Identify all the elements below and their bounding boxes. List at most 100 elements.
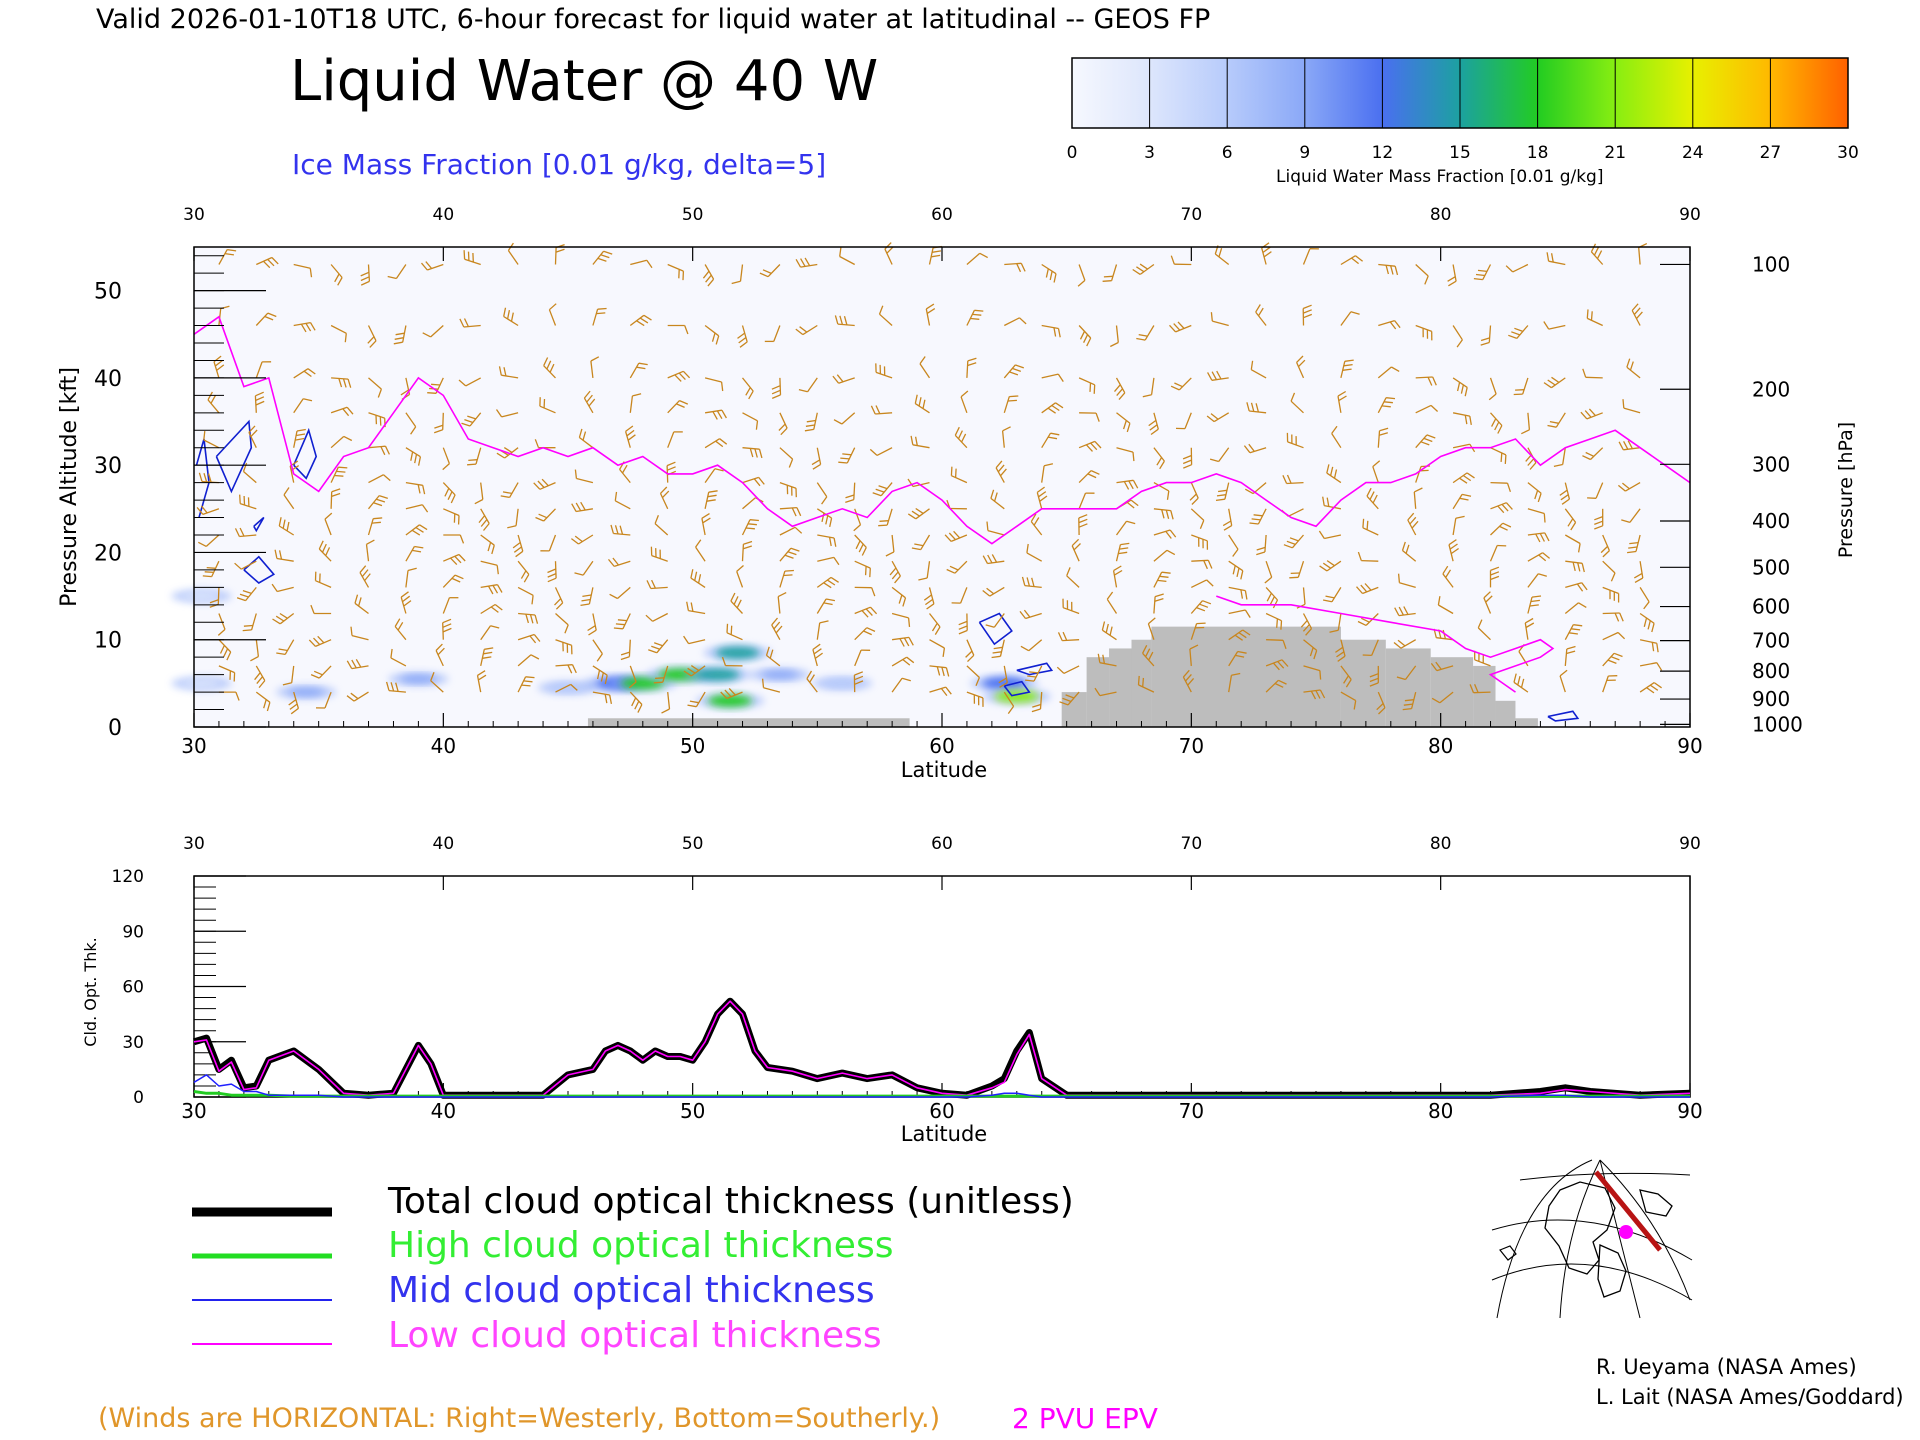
wind-barb bbox=[667, 370, 691, 382]
liquid-water-cell bbox=[288, 688, 325, 697]
wind-barb-feather bbox=[364, 573, 371, 582]
liquid-water-cell bbox=[183, 592, 220, 601]
wind-barb bbox=[1322, 496, 1342, 510]
wind-barb-feather bbox=[580, 501, 586, 511]
wind-barb bbox=[1153, 508, 1174, 520]
wind-barb bbox=[405, 447, 422, 466]
wind-barb-staff bbox=[1452, 325, 1463, 341]
wind-barb-feather bbox=[758, 476, 765, 485]
wind-barb bbox=[695, 539, 706, 562]
wind-barb-feather bbox=[1405, 544, 1410, 554]
wind-barb bbox=[271, 583, 294, 593]
wind-barb-feather bbox=[206, 566, 216, 569]
pressure-tick-label: 200 bbox=[1752, 377, 1790, 401]
wind-barb-feather bbox=[421, 504, 429, 513]
wind-barb-feather bbox=[600, 672, 604, 682]
wind-barb bbox=[1564, 602, 1587, 615]
wind-barb-staff bbox=[1026, 552, 1043, 562]
wind-barb-feather bbox=[925, 598, 934, 606]
wind-barb-feather bbox=[411, 549, 422, 553]
wind-barb-feather bbox=[541, 478, 549, 487]
wind-barb-staff bbox=[555, 613, 569, 626]
wind-barb-staff bbox=[1302, 587, 1306, 605]
series-line bbox=[193, 1000, 1691, 1096]
wind-barb-feather bbox=[1618, 441, 1624, 451]
wind-barb bbox=[1452, 377, 1468, 397]
wind-barb bbox=[1228, 560, 1244, 580]
wind-barb-staff bbox=[656, 639, 669, 654]
wind-barb bbox=[1112, 565, 1123, 588]
wind-barb bbox=[730, 592, 743, 614]
wind-barb-feather bbox=[961, 433, 967, 443]
wind-barb bbox=[324, 512, 333, 536]
wind-barb-staff bbox=[578, 534, 594, 545]
wind-barb bbox=[1639, 639, 1659, 653]
wind-barb bbox=[765, 646, 781, 667]
wind-barb-feather bbox=[1511, 331, 1521, 336]
wind-barb bbox=[578, 428, 594, 449]
wind-barb bbox=[702, 264, 715, 287]
wind-barb-feather bbox=[548, 303, 557, 311]
wind-barb bbox=[1265, 679, 1287, 693]
wind-barb bbox=[704, 377, 724, 392]
wind-barb-feather bbox=[684, 325, 689, 335]
wind-barb-feather bbox=[1280, 620, 1283, 630]
wind-barb-feather bbox=[1386, 397, 1396, 400]
wind-barb-staff bbox=[1153, 447, 1165, 462]
wind-barb-staff bbox=[629, 395, 634, 413]
wind-barb-feather bbox=[869, 448, 878, 456]
wind-barb bbox=[1228, 609, 1251, 618]
wind-barb-feather bbox=[1250, 360, 1254, 370]
wind-barb-feather bbox=[1159, 575, 1169, 578]
wind-barb-feather bbox=[1302, 304, 1312, 310]
wind-barb-feather bbox=[395, 332, 405, 336]
wind-barb-staff bbox=[1153, 482, 1170, 492]
wind-barb bbox=[1559, 482, 1571, 505]
wind-barb bbox=[687, 691, 706, 708]
wind-barb-feather bbox=[235, 691, 240, 701]
wind-barb-staff bbox=[354, 602, 369, 615]
wind-barb-feather bbox=[414, 454, 418, 464]
wind-barb-staff bbox=[1602, 675, 1609, 693]
wind-barb-feather bbox=[1272, 662, 1280, 671]
wind-barb-staff bbox=[1078, 492, 1087, 510]
wind-barb-staff bbox=[741, 519, 751, 536]
wind-barb-staff bbox=[324, 518, 332, 536]
wind-barb-staff bbox=[430, 325, 444, 338]
wind-barb-feather bbox=[1636, 311, 1643, 320]
liquid-water-cell bbox=[715, 646, 760, 659]
wind-barb-feather bbox=[596, 670, 601, 680]
wind-barb-feather bbox=[1538, 573, 1547, 577]
wind-barb-staff bbox=[1404, 665, 1417, 680]
wind-barb-staff bbox=[1516, 325, 1529, 339]
wind-barb-staff bbox=[816, 482, 828, 498]
wind-barb-feather bbox=[1527, 458, 1535, 466]
wind-barb-staff bbox=[875, 412, 893, 415]
wind-barb-feather bbox=[958, 620, 968, 626]
wind-barb-feather bbox=[1550, 253, 1554, 263]
wind-barb-staff bbox=[475, 447, 482, 465]
wind-barb-feather bbox=[1622, 399, 1625, 409]
wind-barb-staff bbox=[1112, 570, 1118, 588]
wind-barb-staff bbox=[1078, 470, 1092, 484]
x-tick-label-top: 50 bbox=[682, 205, 704, 225]
wind-barb-feather bbox=[1572, 561, 1576, 572]
wind-barb-feather bbox=[872, 492, 882, 497]
wind-barb-feather bbox=[1251, 518, 1261, 521]
legend-label-low: Low cloud optical thickness bbox=[388, 1315, 882, 1356]
wind-barb-feather bbox=[1053, 273, 1057, 283]
wind-barb-feather bbox=[1065, 694, 1075, 699]
wind-barb bbox=[1115, 520, 1136, 536]
x-tick-label: 70 bbox=[1179, 734, 1204, 758]
wind-barb-staff bbox=[667, 692, 671, 710]
wind-barb bbox=[1170, 377, 1192, 391]
wind-barb-feather bbox=[1093, 384, 1096, 394]
wind-barb-feather bbox=[1490, 571, 1500, 576]
wind-barb bbox=[1366, 487, 1379, 510]
wind-barb-feather bbox=[512, 541, 521, 549]
wind-barb-feather bbox=[1497, 425, 1503, 434]
wind-barb-feather bbox=[1142, 677, 1145, 687]
wind-barb-staff bbox=[1078, 377, 1095, 386]
wind-barb-feather bbox=[1114, 384, 1121, 393]
wind-barb bbox=[1041, 463, 1054, 483]
